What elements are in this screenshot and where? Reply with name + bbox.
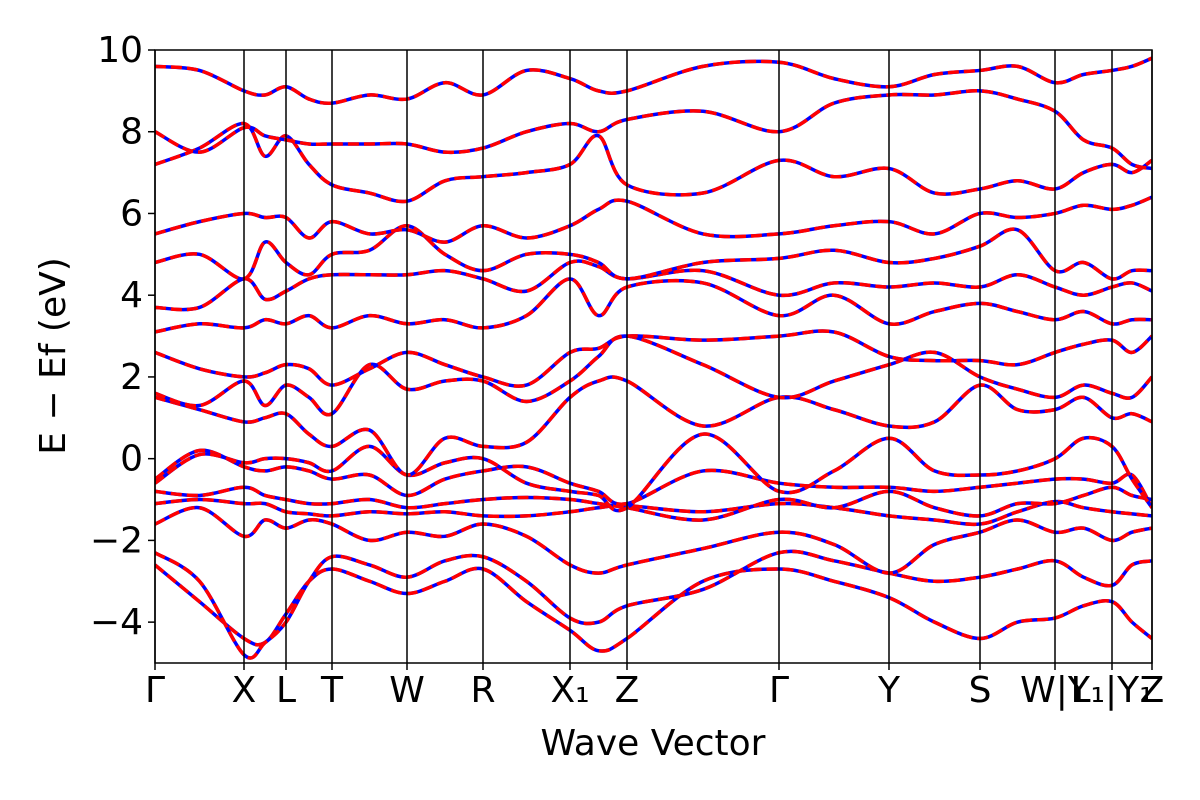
y-tick-label: 6 bbox=[120, 193, 143, 234]
band-line bbox=[155, 375, 1152, 477]
y-tick-label: −2 bbox=[90, 520, 143, 561]
band-line bbox=[155, 259, 1152, 312]
x-tick-label: Y bbox=[877, 670, 901, 711]
x-tick-label: X₁ bbox=[550, 670, 589, 711]
band-line bbox=[155, 223, 1152, 281]
band-line bbox=[155, 563, 1152, 653]
band-line bbox=[155, 121, 1152, 204]
y-tick-label: 4 bbox=[120, 275, 143, 316]
band-line bbox=[155, 277, 1152, 334]
band-line bbox=[155, 329, 1152, 388]
x-tick-label: X bbox=[232, 670, 257, 711]
band-line bbox=[155, 195, 1152, 244]
band-line bbox=[155, 334, 1152, 417]
x-tick-label: W bbox=[389, 670, 425, 711]
y-tick-label: 8 bbox=[120, 112, 143, 153]
band-line bbox=[155, 334, 1152, 417]
band-line bbox=[155, 89, 1152, 171]
band-line bbox=[155, 485, 1152, 522]
band-line bbox=[155, 549, 1152, 660]
x-tick-label: L₁|Y₁ bbox=[1070, 670, 1153, 711]
x-tick-label: Γ bbox=[145, 670, 165, 711]
x-tick-label: W|Y bbox=[1020, 670, 1091, 711]
band-line bbox=[155, 563, 1152, 653]
x-tick-label: R bbox=[470, 670, 495, 711]
x-axis-label: Wave Vector bbox=[541, 723, 766, 764]
band-line bbox=[155, 56, 1152, 106]
x-tick-label: Z bbox=[1140, 670, 1165, 711]
x-tick-label: S bbox=[969, 670, 992, 711]
x-tick-label: Γ bbox=[769, 670, 789, 711]
band-line bbox=[155, 432, 1152, 513]
x-tick-label: Z bbox=[615, 670, 640, 711]
band-line bbox=[155, 448, 1152, 509]
band-line bbox=[155, 277, 1152, 334]
y-tick-label: 0 bbox=[120, 439, 143, 480]
band-line bbox=[155, 505, 1152, 575]
y-tick-label: −4 bbox=[90, 602, 143, 643]
band-line bbox=[155, 259, 1152, 312]
y-tick-label: 2 bbox=[120, 357, 143, 398]
band-line bbox=[155, 329, 1152, 388]
y-tick-label: 10 bbox=[97, 30, 143, 71]
plot-area bbox=[155, 56, 1152, 660]
band-line bbox=[155, 121, 1152, 204]
band-line bbox=[155, 549, 1152, 660]
y-axis-label: E − Ef (eV) bbox=[33, 257, 74, 455]
x-tick-label: T bbox=[320, 670, 344, 711]
x-tick-label: L bbox=[276, 670, 296, 711]
